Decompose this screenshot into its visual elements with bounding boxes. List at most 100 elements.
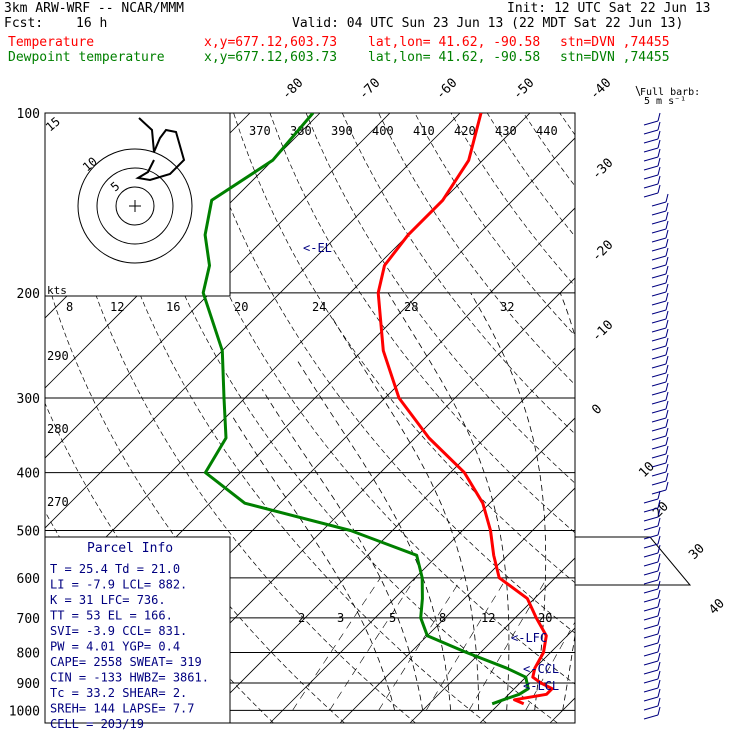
wind-barb-flag (657, 139, 661, 149)
isotherm-label: 20 (650, 499, 672, 521)
wind-barb-staff (651, 444, 667, 450)
kts-tick-label: 24 (312, 300, 326, 314)
wind-barb-flag (657, 670, 661, 680)
sounding-profiles (201, 113, 554, 706)
isotherm-line (409, 557, 575, 723)
dry-adiabat-line (45, 271, 345, 723)
wind-barb-flag (657, 148, 661, 158)
wind-barb-staff (643, 687, 659, 693)
wind-barb-flag (665, 481, 669, 491)
parcel-info-row: PW = 4.01 YGP= 0.4 (50, 640, 180, 654)
isotherm-line (690, 113, 740, 723)
parcel-info-row: SREH= 144 LAPSE= 7.7 (50, 702, 195, 716)
hodograph: 15 10 5 (44, 112, 231, 297)
wind-barb-staff (643, 498, 659, 504)
wind-barb-flag (665, 400, 669, 410)
isotherm-label: -10 (589, 318, 616, 345)
wind-barb-staff (643, 138, 659, 144)
wind-barb-staff (643, 579, 659, 585)
wind-barb-staff (651, 327, 667, 333)
wind-barb-flag (665, 319, 669, 329)
wind-barb-staff (643, 543, 659, 549)
isotherm-line (339, 487, 575, 723)
wind-barbs (643, 112, 669, 720)
isotherm-label: -70 (356, 76, 383, 103)
theta-label: 430 (495, 124, 517, 138)
wind-barb-staff (651, 381, 667, 387)
pressure-tick-label: 800 (17, 646, 40, 661)
wind-barb-flag (665, 409, 669, 419)
wind-barb-flag (657, 580, 661, 590)
wind-barb-staff (643, 615, 659, 621)
hodograph-ring-5 (115, 186, 155, 226)
wind-barb-staff (651, 255, 667, 261)
ccl-marker: <-CCL (523, 662, 559, 676)
isotherm-label: -80 (279, 76, 306, 103)
wind-barb-flag (657, 607, 661, 617)
wind-barb-staff (643, 129, 659, 135)
mixing-ratio-label: 8 (439, 611, 446, 625)
wind-barb-staff (643, 669, 659, 675)
wind-barb-staff (651, 282, 667, 288)
wind-barb-staff (643, 561, 659, 567)
theta-label: 400 (372, 124, 394, 138)
wind-barb-flag (665, 346, 669, 356)
wind-barb-staff (651, 309, 667, 315)
kts-tick-label: 28 (404, 300, 418, 314)
wind-barb-staff (651, 264, 667, 270)
isotherm-line (269, 417, 575, 723)
valid-time: Valid: 04 UTC Sun 23 Jun 13 (22 MDT Sat … (292, 16, 684, 31)
wind-barb-flag (657, 166, 661, 176)
dry-adiabat-line (632, 113, 740, 723)
wind-barb-staff (651, 390, 667, 396)
pressure-tick-label: 500 (17, 525, 40, 540)
wind-barb-flag (665, 436, 669, 446)
pressure-tick-label: 400 (17, 467, 40, 482)
isotherm-label: 40 (706, 596, 728, 618)
wind-barb-staff (643, 156, 659, 162)
plot-frame (44, 112, 576, 724)
wind-barb-flag (657, 526, 661, 536)
forecast-hours: 16 h (76, 16, 108, 31)
wind-barb-flag (657, 643, 661, 653)
wind-barb-flag (665, 256, 669, 266)
theta-label: 410 (413, 124, 435, 138)
forecast-label: Fcst: (4, 16, 44, 31)
wind-barb-flag (657, 706, 661, 716)
wind-barb-staff (651, 273, 667, 279)
lfc-marker: <-LFC (511, 631, 547, 645)
parcel-info-row: Tc = 33.2 SHEAR= 2. (50, 686, 187, 700)
wind-barb-flag (665, 247, 669, 257)
pressure-tick-label: 900 (17, 677, 40, 692)
wind-barb-staff (651, 363, 667, 369)
temperature-xy: x,y=677.12,603.73 (204, 35, 338, 50)
wind-barb-staff (651, 246, 667, 252)
kts-tick-label: 8 (66, 300, 73, 314)
wind-barb-flag (665, 445, 669, 455)
isotherm-label: -30 (589, 156, 616, 183)
wind-barb-staff (651, 336, 667, 342)
temperature-legend: Temperature (8, 35, 95, 50)
wind-barb-staff (643, 165, 659, 171)
wind-barb-staff (651, 291, 667, 297)
wind-barb-flag (665, 373, 669, 383)
parcel-info-row: CIN = -133 HWBZ= 3861. (50, 671, 209, 685)
level-annotations: <-EL <-LFC <-CCL <-LCL (303, 241, 559, 693)
dewpoint-legend: Dewpoint temperature (8, 50, 165, 65)
mixing-ratio-label: 3 (337, 611, 344, 625)
wind-barb-flag (657, 175, 661, 185)
dry-adiabat-line (233, 113, 575, 584)
dry-adiabat-line (414, 113, 575, 336)
wind-barb-flag (657, 661, 661, 671)
moist-adiabat-line (231, 414, 396, 711)
wind-barb-staff (651, 300, 667, 306)
wind-barb-staff (651, 354, 667, 360)
wind-barb-flag (657, 598, 661, 608)
moist-adiabat-line (297, 360, 452, 711)
pressure-tick-label: 300 (17, 392, 40, 407)
dry-adiabat-line (705, 113, 740, 723)
wind-barb-staff (651, 210, 667, 216)
lcl-marker: <-LCL (523, 679, 559, 693)
isotherm-label: -40 (587, 76, 614, 103)
